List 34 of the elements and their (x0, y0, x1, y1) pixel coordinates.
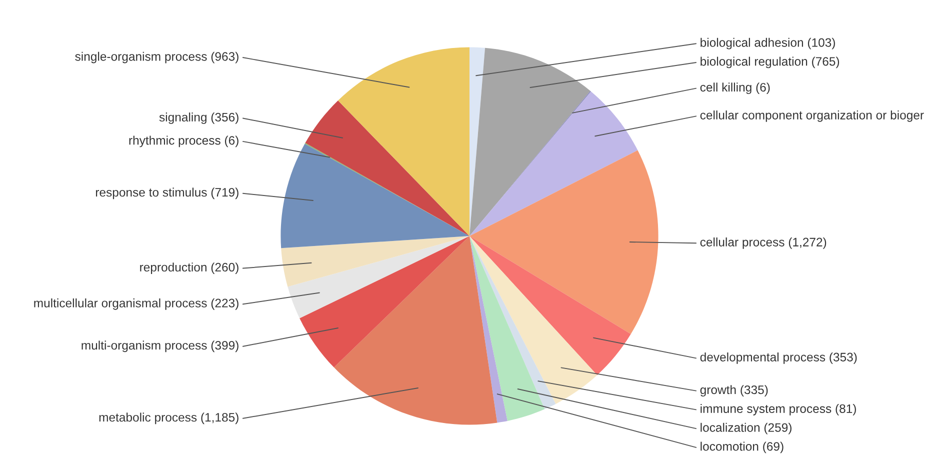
slice-label: locomotion (69) (700, 442, 784, 454)
pie-slice (470, 47, 486, 236)
pie-slice (280, 144, 470, 248)
pie-slice (470, 48, 590, 236)
pie-slice (470, 236, 508, 423)
pie-slice (470, 92, 638, 236)
slice-label: rhythmic process (6) (129, 136, 238, 148)
slice-label: response to stimulus (719) (96, 188, 238, 200)
pie-slice (288, 236, 470, 318)
pie-slice (300, 236, 470, 368)
slice-label: growth (335) (700, 385, 768, 397)
slice-label: biological adhesion (103) (700, 38, 835, 50)
slice-label: biological regulation (765) (700, 56, 840, 68)
slice-label: single-organism process (963) (75, 52, 238, 64)
slice-label: immune system process (81) (700, 404, 856, 416)
pie-slice (305, 100, 470, 236)
slice-label: reproduction (260) (140, 262, 238, 274)
slice-label: localization (259) (700, 422, 792, 434)
slice-label: cellular process (1,272) (700, 237, 826, 249)
slice-label: cell killing (6) (700, 82, 770, 94)
pie-slice (470, 236, 545, 421)
pie-slice (334, 236, 498, 425)
pie-slice (281, 236, 470, 287)
pie-slice (470, 150, 658, 334)
slice-label: metabolic process (1,185) (99, 412, 238, 424)
pie-slice (470, 236, 598, 404)
pie-slice (470, 236, 556, 410)
slice-label: developmental process (353) (700, 352, 857, 364)
slice-label: multicellular organismal process (223) (34, 298, 238, 310)
slice-label: multi-organism process (399) (82, 340, 238, 352)
slice-label: cellular component organization or bioger (700, 110, 924, 122)
slice-label: signaling (356) (159, 112, 238, 124)
pie-slice (338, 47, 470, 236)
pie-slice (470, 236, 631, 376)
